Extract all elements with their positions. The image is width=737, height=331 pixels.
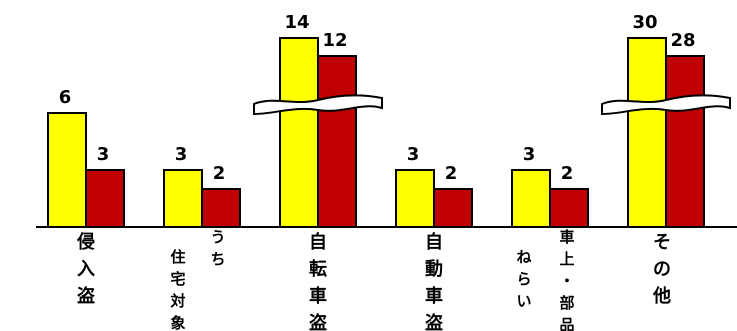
category-label-3-char-4: 盗 [309,312,327,331]
category-label-4-char-2: 動 [425,258,443,280]
value-label-4-series-1: 3 [407,144,420,165]
category-label-4-char-1: 自 [425,231,443,253]
bar-1-series-2 [85,169,125,228]
axis-breaks-layer [253,94,731,116]
category-label-2-char-2: ち [210,250,225,268]
category-label-4-char-3: 車 [425,285,443,307]
category-label-5-char-1: 車 [559,228,574,246]
value-label-6-series-1: 30 [632,12,657,33]
bar-1-series-1 [47,112,87,228]
category-label-3-char-1: 自 [309,231,327,253]
bar-5-series-1 [511,169,551,228]
category-label-5-char-6: ね [516,248,531,266]
category-label-6-char-2: の [653,259,671,280]
value-label-4-series-2: 2 [445,163,458,184]
bar-6-series-1 [627,37,667,228]
value-label-5-series-2: 2 [561,163,574,184]
value-label-3-series-2: 12 [322,30,347,51]
value-label-3-series-1: 14 [284,12,309,33]
category-label-2-char-6: 象 [170,314,185,331]
bar-4-series-2 [433,188,473,228]
category-label-1-char-1: 侵 [76,231,95,253]
category-label-6-char-1: そ [653,232,671,253]
category-label-1-char-2: 入 [77,259,95,280]
value-label-6-series-2: 28 [670,30,695,51]
value-label-5-series-1: 3 [523,144,536,165]
value-label-2-series-2: 2 [213,163,226,184]
category-label-3-char-3: 車 [309,285,327,307]
category-label-2-char-3: 住 [170,248,185,266]
category-label-5-char-7: ら [516,270,531,288]
value-label-1-series-2: 3 [97,144,110,165]
category-label-1-char-3: 盗 [77,285,95,307]
category-label-5-char-8: い [516,292,531,310]
bar-3-series-1 [279,37,319,228]
category-label-2-char-5: 対 [169,292,185,310]
bar-5-series-2 [549,188,589,228]
category-label-2-char-1: う [210,228,225,246]
bar-4-series-1 [395,169,435,228]
category-label-6-char-3: 他 [652,285,671,307]
value-label-2-series-1: 3 [175,144,188,165]
value-label-1-series-1: 6 [59,87,72,108]
bar-2-series-2 [201,188,241,228]
category-label-2-char-4: 宅 [170,270,185,288]
bar-2-series-1 [163,169,203,228]
bar-6-series-2 [665,55,705,228]
category-label-4-char-4: 盗 [425,312,443,331]
axis-break-mark-3 [253,94,383,116]
bars-layer [47,37,705,228]
category-label-5-char-4: 部 [559,294,574,312]
category-label-3-char-2: 転 [309,258,327,280]
bar-3-series-2 [317,55,357,228]
category-label-5-char-2: 上 [559,250,574,268]
axis-break-mark-6 [601,94,731,116]
category-label-5-char-3: ・ [559,272,574,290]
category-label-5-char-5: 品 [559,316,574,331]
